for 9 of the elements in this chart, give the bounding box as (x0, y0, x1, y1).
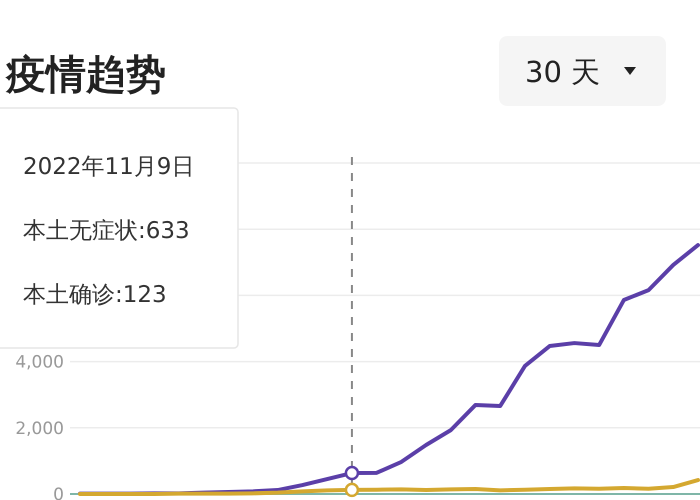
line-series (78, 478, 700, 498)
text: 30 天 (525, 55, 600, 89)
annotation: 本土确诊:123 (23, 282, 167, 308)
annotation: 本土无症状:633 (23, 218, 190, 244)
annotation: 2022年11月9日 (23, 154, 194, 180)
y-tick-label: 0 (53, 485, 64, 500)
y-tick-label: 4,000 (15, 352, 64, 373)
y-tick-label: 2,000 (15, 418, 64, 439)
chart-title: 疫情趋势 (5, 52, 166, 98)
